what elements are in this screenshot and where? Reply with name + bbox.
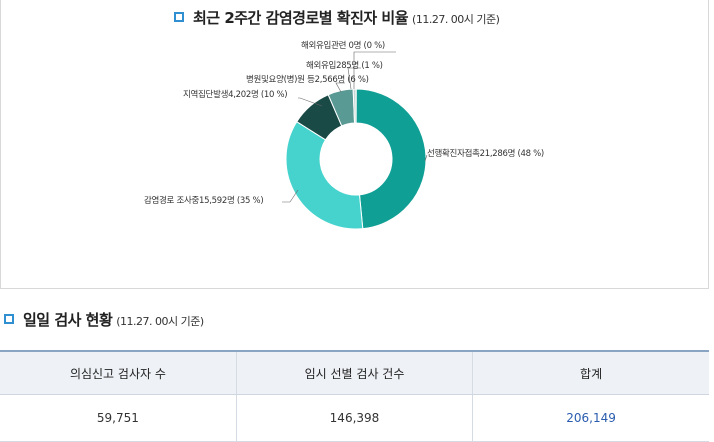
header-suspected: 의심신고 검사자 수 bbox=[0, 351, 236, 395]
label-overseas: 해외유입285명 (1 %) bbox=[306, 59, 383, 71]
table-title-text: 일일 검사 현황 bbox=[23, 311, 112, 329]
label-investigating: 감염경로 조사중15,592명 (35 %) bbox=[144, 194, 263, 206]
label-overseas-related: 해외유입관련 0명 (0 %) bbox=[301, 39, 385, 51]
header-total: 합계 bbox=[473, 351, 709, 395]
header-temporary: 임시 선별 검사 건수 bbox=[236, 351, 472, 395]
table-header-row: 의심신고 검사자 수 임시 선별 검사 건수 합계 bbox=[0, 351, 709, 395]
table-row: 59,751 146,398 206,149 bbox=[0, 395, 709, 442]
label-local-cluster: 지역집단발생4,202명 (10 %) bbox=[183, 88, 287, 100]
label-hospital: 병원및요양(병)원 등2,566명 (6 %) bbox=[246, 73, 369, 85]
label-contact: 선행확진자접촉21,286명 (48 %) bbox=[427, 147, 544, 159]
cell-temporary: 146,398 bbox=[236, 395, 472, 442]
slice-contact bbox=[356, 89, 426, 229]
table-section-title: 일일 검사 현황 (11.27. 00시 기준) bbox=[4, 309, 204, 330]
table-as-of: (11.27. 00시 기준) bbox=[116, 315, 203, 328]
cell-total: 206,149 bbox=[473, 395, 709, 442]
cell-suspected: 59,751 bbox=[0, 395, 236, 442]
daily-test-table: 의심신고 검사자 수 임시 선별 검사 건수 합계 59,751 146,398… bbox=[0, 350, 709, 442]
section-square-icon bbox=[4, 314, 14, 324]
